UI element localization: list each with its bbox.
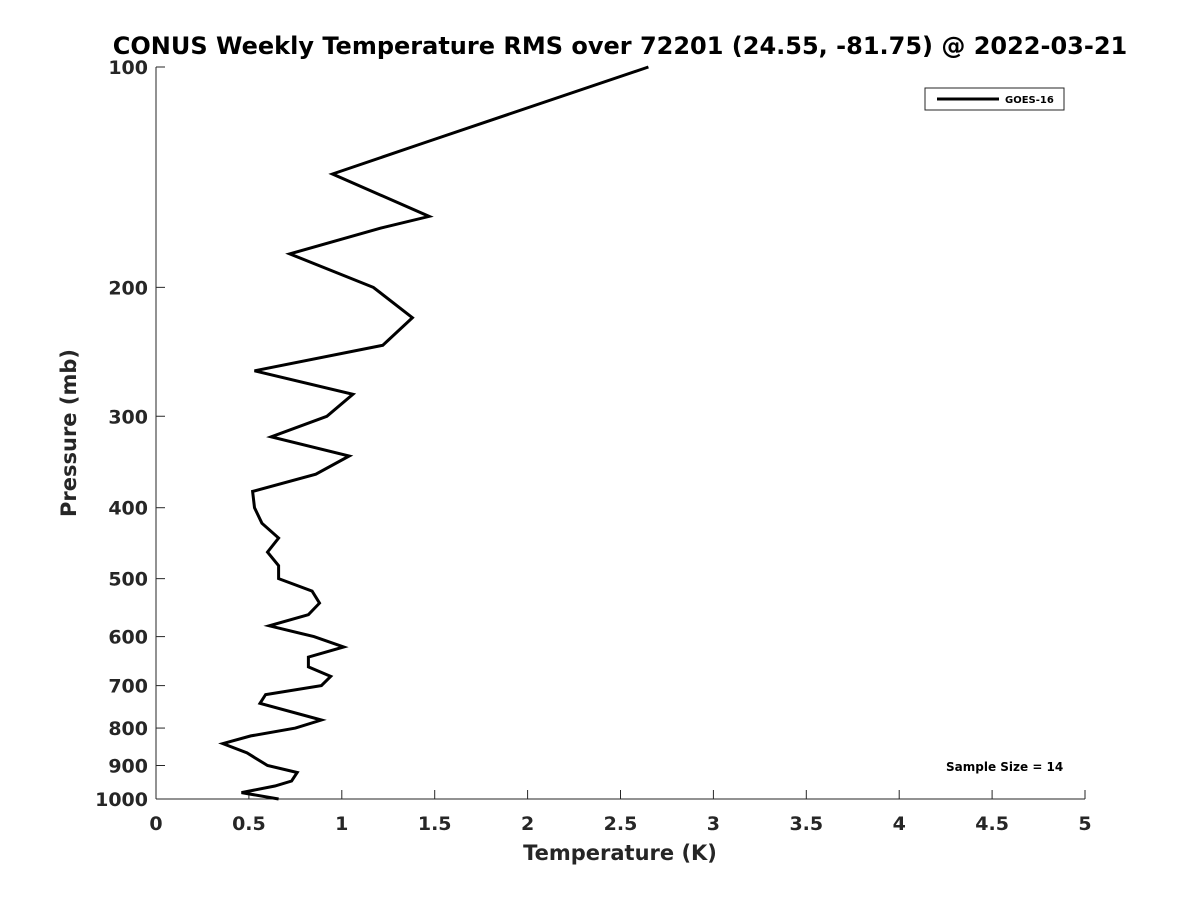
legend-entry-goes-16: GOES-16 bbox=[1005, 95, 1054, 106]
y-tick-label: 500 bbox=[108, 569, 148, 591]
y-tick-label: 900 bbox=[108, 756, 148, 778]
x-tick-label: 3.5 bbox=[789, 813, 823, 835]
sample-size-annotation: Sample Size = 14 bbox=[946, 760, 1063, 774]
x-tick-label: 4.5 bbox=[975, 813, 1009, 835]
x-tick-label: 2 bbox=[521, 813, 534, 835]
y-axis-label: Pressure (mb) bbox=[57, 349, 81, 517]
y-tick-label: 800 bbox=[108, 718, 148, 740]
x-tick-label: 0.5 bbox=[232, 813, 266, 835]
x-tick-label: 5 bbox=[1078, 813, 1091, 835]
y-tick-label: 1000 bbox=[95, 789, 148, 811]
x-axis-label: Temperature (K) bbox=[523, 841, 717, 865]
y-tick-label: 300 bbox=[108, 406, 148, 428]
legend: GOES-16 bbox=[924, 87, 1065, 111]
chart-title: CONUS Weekly Temperature RMS over 72201 … bbox=[113, 32, 1127, 60]
y-tick-label: 400 bbox=[108, 498, 148, 520]
ticks: 0 0.5 1 1.5 2 2.5 3 3.5 4 4.5 5 100 200 300 400 500 600 7… bbox=[95, 57, 1092, 835]
y-tick-label: 200 bbox=[108, 277, 148, 299]
y-tick-label: 700 bbox=[108, 676, 148, 698]
x-tick-label: 1 bbox=[335, 813, 348, 835]
y-tick-label: 600 bbox=[108, 627, 148, 649]
x-tick-label: 2.5 bbox=[604, 813, 638, 835]
x-tick-label: 3 bbox=[707, 813, 720, 835]
series-line-goes-16 bbox=[218, 65, 649, 801]
x-tick-label: 0 bbox=[149, 813, 162, 835]
x-tick-label: 1.5 bbox=[418, 813, 452, 835]
y-tick-label: 100 bbox=[108, 57, 148, 79]
x-tick-label: 4 bbox=[893, 813, 906, 835]
